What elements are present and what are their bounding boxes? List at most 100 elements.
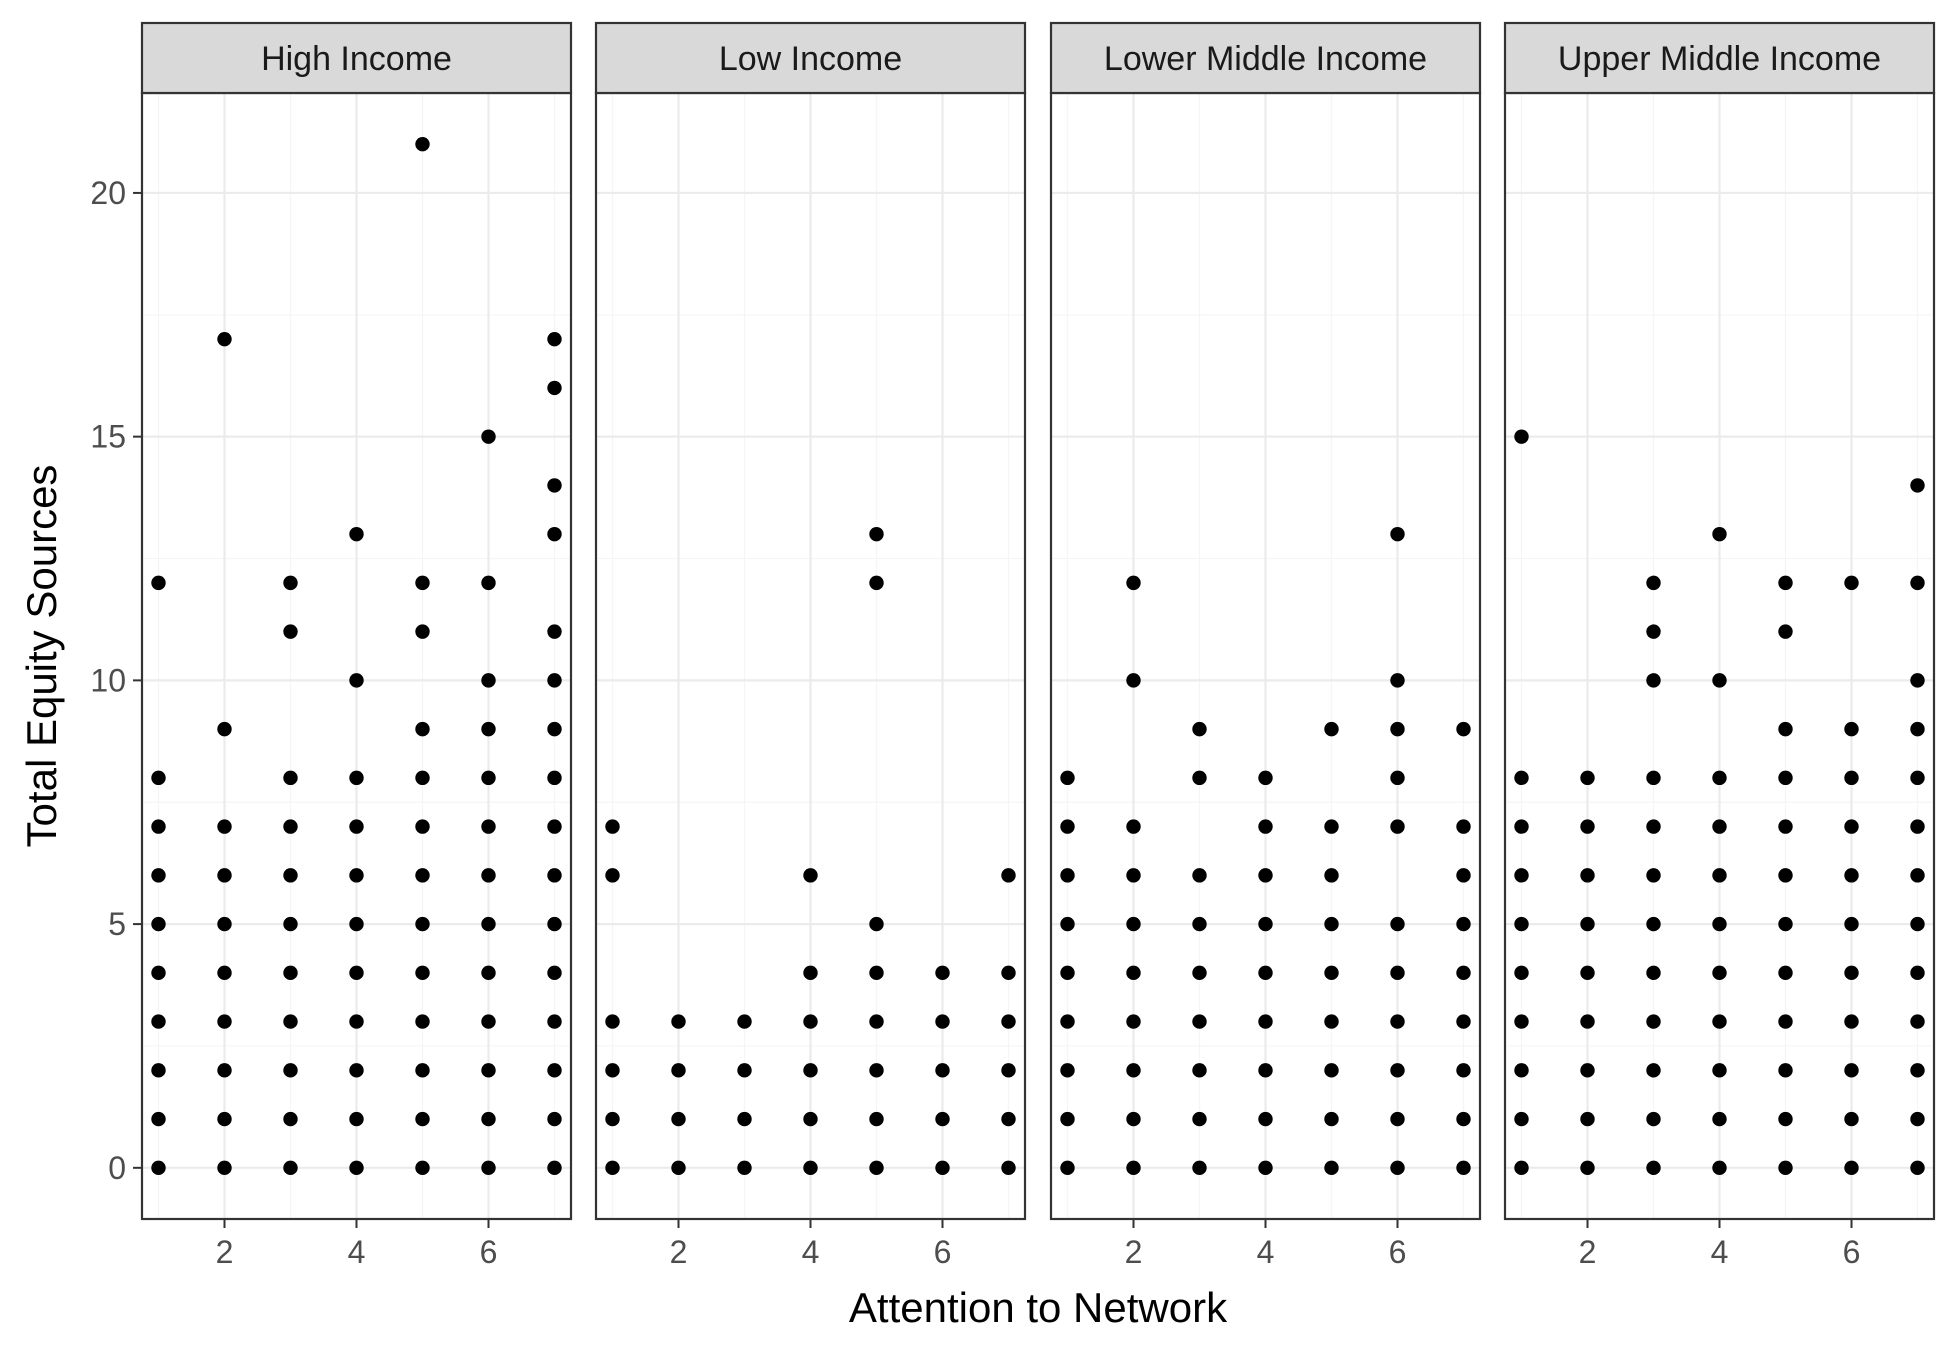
x-tick-label: 2 xyxy=(1125,1234,1143,1270)
data-point xyxy=(1324,1014,1339,1029)
y-axis-title: Total Equity Sources xyxy=(18,465,65,848)
data-point xyxy=(1001,965,1016,981)
data-point xyxy=(1712,965,1727,981)
data-point xyxy=(935,1111,950,1127)
data-point xyxy=(415,868,430,883)
data-point xyxy=(547,721,562,737)
data-point xyxy=(671,1063,686,1078)
data-point xyxy=(1060,1111,1075,1127)
data-point xyxy=(151,916,166,932)
facet-strip-label: Lower Middle Income xyxy=(1104,40,1427,78)
data-point xyxy=(803,1014,818,1029)
data-point xyxy=(1844,868,1859,883)
data-point xyxy=(1126,1160,1141,1176)
data-point xyxy=(217,1063,232,1078)
x-tick-label: 2 xyxy=(1579,1234,1597,1270)
data-point xyxy=(1324,1160,1339,1176)
data-point xyxy=(1390,819,1405,834)
facet-strip-label: High Income xyxy=(261,40,452,78)
data-point xyxy=(217,721,232,737)
data-point xyxy=(481,1111,496,1127)
data-point xyxy=(1060,1160,1075,1176)
data-point xyxy=(349,916,364,932)
data-point xyxy=(349,1160,364,1176)
facet-strip xyxy=(1503,21,1936,95)
data-point xyxy=(1646,916,1661,932)
data-point xyxy=(283,1160,298,1176)
data-point xyxy=(151,770,166,786)
data-point xyxy=(415,770,430,786)
data-point xyxy=(1192,770,1207,786)
data-point xyxy=(1001,1111,1016,1127)
data-point xyxy=(1778,624,1793,639)
data-point xyxy=(217,868,232,883)
data-point xyxy=(415,819,430,834)
data-point xyxy=(1778,1111,1793,1127)
data-point xyxy=(1712,1063,1727,1078)
x-tick-label: 4 xyxy=(1711,1234,1729,1270)
data-point xyxy=(151,575,166,591)
data-point xyxy=(1646,965,1661,981)
data-point xyxy=(737,1160,752,1176)
x-tick-label: 6 xyxy=(1389,1234,1407,1270)
data-point xyxy=(1910,965,1925,981)
data-point xyxy=(547,1063,562,1078)
data-point xyxy=(737,1111,752,1127)
data-point xyxy=(1844,1111,1859,1127)
data-point xyxy=(1646,1160,1661,1176)
data-point xyxy=(349,868,364,883)
data-point xyxy=(1712,1160,1727,1176)
data-point xyxy=(1514,1014,1529,1029)
data-point xyxy=(1258,1014,1273,1029)
data-point xyxy=(1646,819,1661,834)
data-point xyxy=(283,819,298,834)
data-point xyxy=(1126,819,1141,834)
data-point xyxy=(1390,965,1405,981)
data-point xyxy=(547,770,562,786)
data-point xyxy=(217,331,232,347)
facet-panel: Low Income 2 4 6 xyxy=(594,21,1027,1270)
data-point xyxy=(217,819,232,834)
data-point xyxy=(1712,526,1727,542)
data-point xyxy=(1258,1111,1273,1127)
y-tick-label: 0 xyxy=(108,1150,126,1186)
data-point xyxy=(1514,965,1529,981)
data-point xyxy=(1324,868,1339,883)
data-point xyxy=(1910,1111,1925,1127)
data-point xyxy=(1456,965,1471,981)
data-point xyxy=(1514,916,1529,932)
data-point xyxy=(1844,965,1859,981)
data-point xyxy=(737,1063,752,1078)
data-point xyxy=(869,575,884,591)
data-point xyxy=(547,624,562,639)
data-point xyxy=(1060,868,1075,883)
data-point xyxy=(1844,916,1859,932)
data-point xyxy=(803,868,818,883)
x-tick-label: 2 xyxy=(670,1234,688,1270)
data-point xyxy=(1580,868,1595,883)
data-point xyxy=(1390,673,1405,688)
data-point xyxy=(1910,673,1925,688)
data-point xyxy=(803,1160,818,1176)
data-point xyxy=(1390,916,1405,932)
data-point xyxy=(1126,1014,1141,1029)
data-point xyxy=(217,1160,232,1176)
data-point xyxy=(1646,868,1661,883)
x-tick-label: 6 xyxy=(480,1234,498,1270)
x-tick-label: 6 xyxy=(1843,1234,1861,1270)
data-point xyxy=(605,1160,620,1176)
data-point xyxy=(1844,575,1859,591)
data-point xyxy=(1456,916,1471,932)
data-point xyxy=(1192,868,1207,883)
data-point xyxy=(217,1014,232,1029)
data-point xyxy=(1126,1111,1141,1127)
data-point xyxy=(1844,819,1859,834)
data-point xyxy=(415,1063,430,1078)
data-point xyxy=(1514,1160,1529,1176)
data-point xyxy=(1126,868,1141,883)
data-point xyxy=(1126,1063,1141,1078)
data-point xyxy=(151,1014,166,1029)
data-point xyxy=(481,673,496,688)
data-point xyxy=(481,1063,496,1078)
data-point xyxy=(1712,916,1727,932)
